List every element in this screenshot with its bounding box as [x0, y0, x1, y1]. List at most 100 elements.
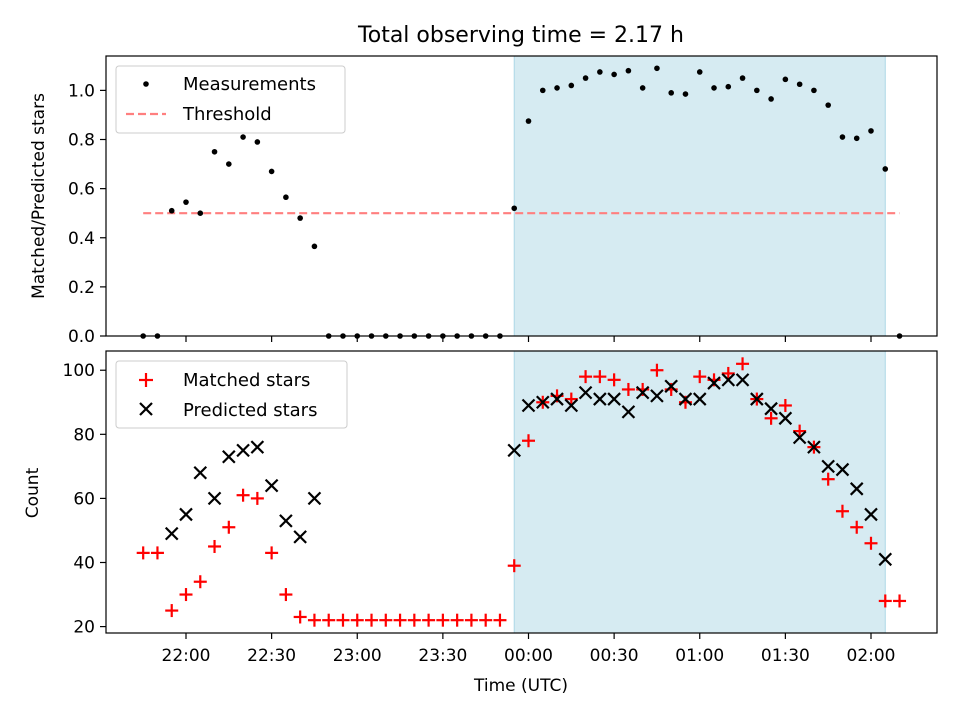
predicted-star-point — [764, 401, 778, 416]
y-tick-label: 0.2 — [68, 278, 95, 298]
matched-star-point — [778, 398, 792, 412]
matched-star-point — [593, 370, 607, 384]
measurement-point — [739, 75, 746, 81]
predicted-star-point — [778, 411, 793, 426]
matched-star-point — [365, 613, 379, 627]
x-tick-label: 00:00 — [504, 646, 553, 666]
top-axes-frame — [105, 55, 938, 337]
matched-star-point — [464, 613, 478, 627]
top-legend: Measurements Threshold — [115, 65, 346, 134]
matched-star-point — [564, 392, 578, 406]
y-tick-label: 80 — [73, 425, 95, 445]
predicted-star-point — [164, 526, 179, 541]
top-legend-frame — [115, 65, 346, 134]
matched-star-point — [507, 559, 521, 573]
x-tick-label: 01:30 — [761, 646, 810, 666]
predicted-star-point — [550, 392, 564, 406]
predicted-star-point — [792, 430, 807, 445]
measurement-points — [140, 65, 903, 339]
predicted-star-point — [750, 392, 764, 406]
measurement-point — [768, 96, 774, 102]
matched-star-point — [250, 491, 264, 505]
matched-star-point — [293, 610, 307, 624]
measurement-point — [539, 87, 546, 94]
predicted-star-point — [593, 392, 607, 406]
measurement-point — [254, 139, 261, 145]
x-tick-label: 01:00 — [675, 646, 724, 666]
matched-star-point — [621, 382, 635, 396]
x-tick-label: 02:00 — [847, 646, 896, 666]
matched-star-point — [893, 594, 907, 608]
matched-star-point — [436, 613, 450, 627]
measurement-point — [682, 91, 689, 97]
measurement-point — [226, 161, 232, 167]
legend-predicted-marker — [139, 402, 153, 416]
predicted-star-point — [222, 449, 236, 464]
matched-star-point — [850, 520, 864, 534]
predicted-star-point — [721, 373, 736, 387]
matched-star-point — [422, 613, 436, 627]
measurement-point — [796, 81, 803, 88]
matched-star-point — [165, 604, 179, 618]
x-tick-label: 22:30 — [247, 646, 296, 666]
matched-star-point — [793, 424, 807, 438]
legend-measurements-marker — [143, 81, 149, 87]
star-count-points — [136, 357, 907, 627]
matched-star-point — [379, 613, 393, 627]
top-y-ticks: 0.0 0.2 0.4 0.6 0.8 1.0 — [68, 81, 106, 347]
x-axis-label: Time (UTC) — [473, 676, 568, 696]
predicted-star-point — [664, 379, 678, 394]
measurement-point — [639, 85, 646, 91]
top-y-axis-label: Matched/Predicted stars — [29, 93, 49, 299]
measurement-point — [582, 75, 589, 81]
top-x-ticks — [185, 336, 872, 342]
matched-star-point — [336, 613, 350, 627]
observing-window-shade-bottom — [513, 351, 886, 633]
measurement-point — [696, 69, 703, 75]
measurement-point — [882, 166, 889, 172]
predicted-star-point — [607, 392, 621, 406]
measurement-point — [625, 67, 632, 74]
matched-star-point — [864, 536, 878, 550]
y-tick-label: 0.4 — [68, 229, 95, 249]
predicted-star-point — [293, 530, 307, 544]
y-tick-label: 100 — [63, 361, 95, 381]
matched-star-point — [179, 588, 193, 602]
matched-star-point — [407, 613, 421, 627]
predicted-star-point — [707, 376, 721, 390]
legend-matched-label: Matched stars — [183, 370, 310, 391]
predicted-star-point — [578, 385, 593, 400]
measurement-point — [868, 128, 874, 134]
matched-star-point — [522, 434, 535, 448]
predicted-star-point — [821, 459, 835, 474]
matched-star-point — [208, 539, 222, 553]
matched-star-point — [493, 613, 507, 627]
predicted-star-point — [849, 482, 864, 496]
measurement-point — [754, 87, 760, 94]
y-tick-label: 0.8 — [68, 131, 95, 151]
measurement-point — [811, 87, 817, 94]
y-tick-label: 40 — [73, 554, 95, 574]
predicted-star-point — [250, 440, 265, 454]
bottom-legend-frame — [115, 360, 348, 429]
matched-star-point — [279, 588, 293, 602]
measurement-point — [654, 65, 660, 72]
matched-star-point — [821, 472, 835, 486]
predicted-star-point — [650, 389, 664, 403]
predicted-star-point — [878, 552, 893, 567]
predicted-star-point — [507, 443, 522, 458]
matched-star-point — [265, 546, 279, 560]
bottom-y-axis-label: Count — [23, 467, 43, 518]
measurement-point — [554, 85, 560, 91]
measurement-point — [597, 69, 603, 75]
x-tick-label: 23:30 — [418, 646, 467, 666]
observing-window-region — [514, 56, 886, 336]
measurement-point — [611, 71, 617, 78]
chart-title: Total observing time = 2.17 h — [357, 23, 684, 48]
observing-window-region — [514, 351, 886, 633]
matched-star-point — [350, 613, 364, 627]
predicted-star-point — [264, 478, 279, 493]
predicted-star-point — [678, 392, 693, 406]
matched-star-point — [479, 613, 493, 627]
